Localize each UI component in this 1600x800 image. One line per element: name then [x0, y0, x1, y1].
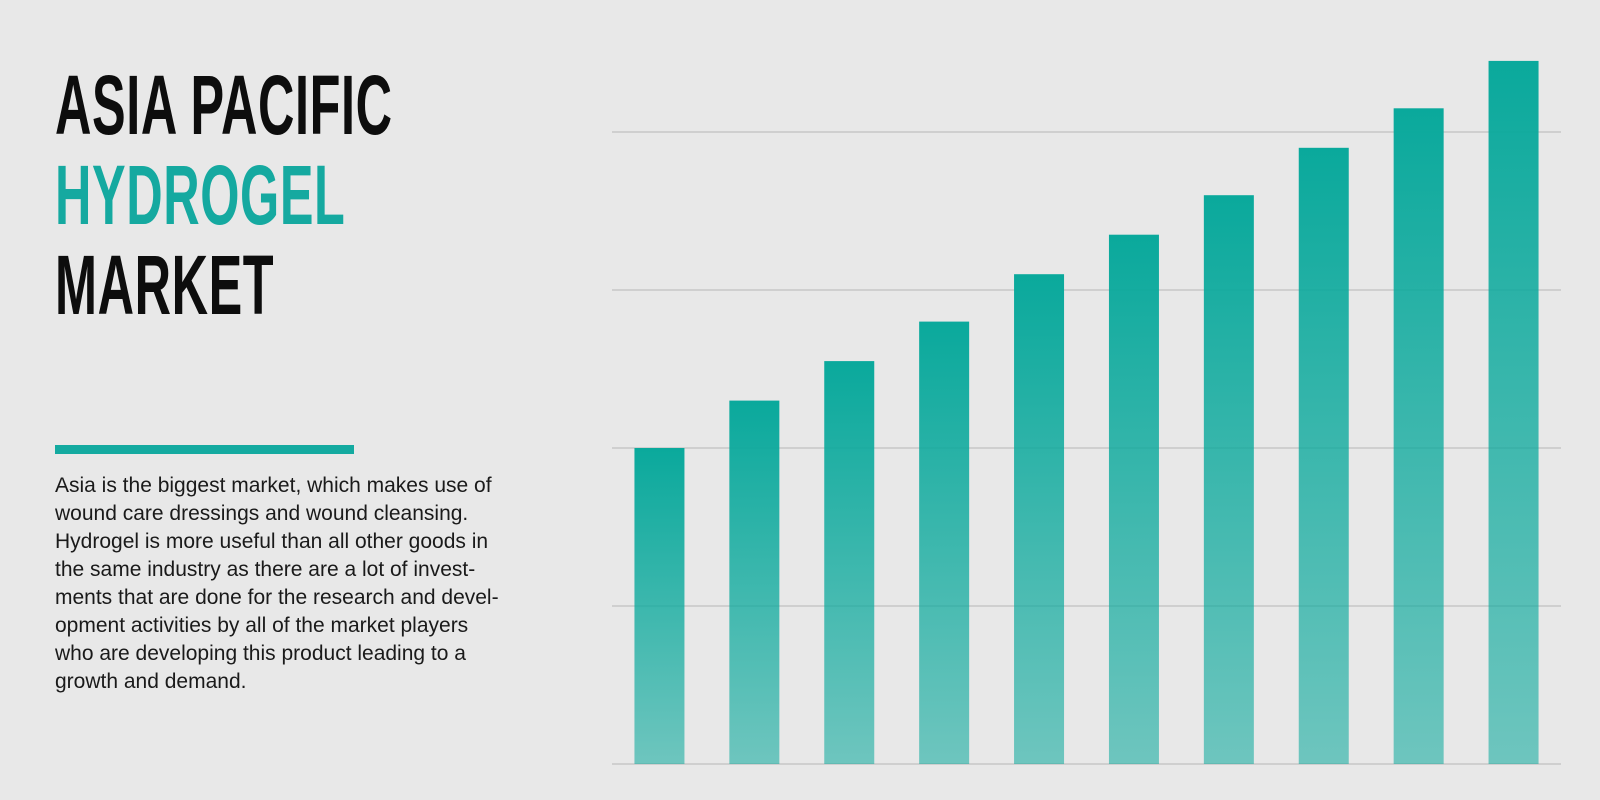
bar — [824, 361, 875, 764]
description-line: Hydrogel is more useful than all other g… — [55, 530, 489, 553]
title-line: ASIA PACIFIC — [55, 58, 393, 152]
bar — [1393, 108, 1444, 765]
description-line: wound care dressings and wound cleansing… — [55, 502, 469, 525]
description-line: the same industry as there are a lot of … — [55, 558, 476, 581]
bar — [1108, 234, 1159, 764]
bar — [634, 448, 685, 764]
title-line: MARKET — [55, 238, 275, 332]
bar — [1298, 147, 1349, 765]
description-line: who are developing this product leading … — [55, 642, 466, 665]
bar — [1014, 274, 1065, 764]
description-line: growth and demand. — [55, 670, 247, 693]
accent-bar — [55, 445, 354, 454]
description-line: opment activities by all of the market p… — [55, 614, 469, 637]
bar — [1488, 60, 1539, 764]
description-line: Asia is the biggest market, which makes … — [55, 474, 492, 497]
bar — [729, 400, 780, 764]
bar — [1203, 195, 1254, 764]
description: Asia is the biggest market, which makes … — [55, 472, 499, 696]
title-line: HYDROGEL — [55, 148, 346, 242]
bar — [919, 321, 970, 764]
description-line: ments that are done for the research and… — [55, 586, 499, 609]
